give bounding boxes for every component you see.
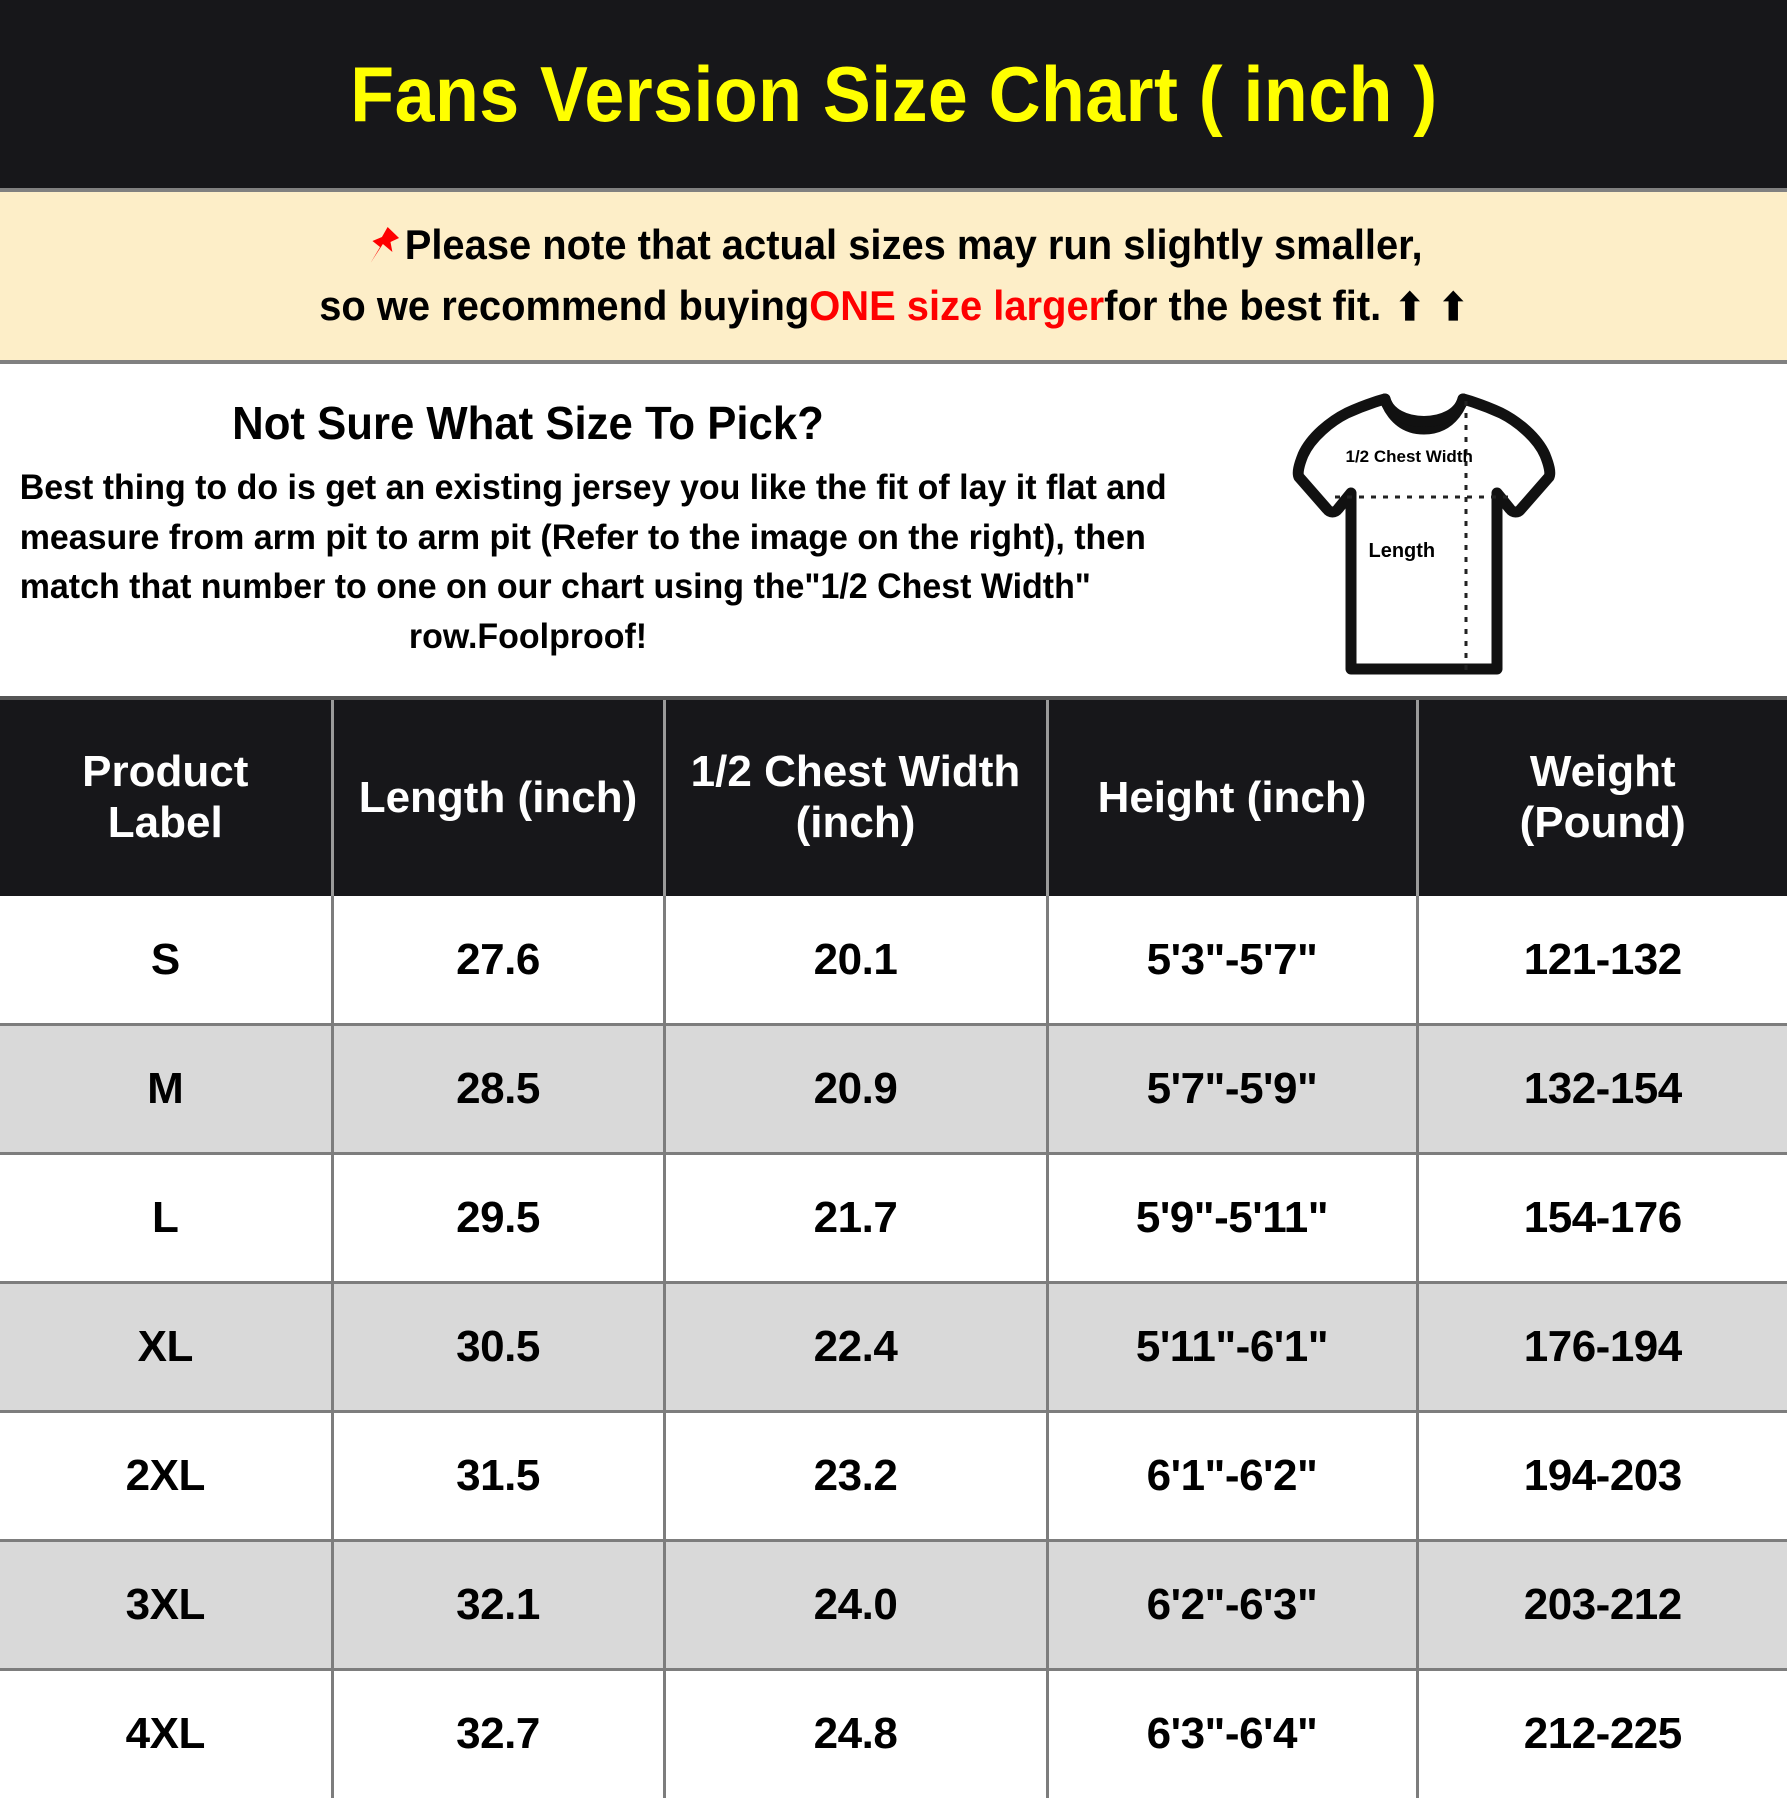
cell-weight: 121-132 xyxy=(1417,896,1787,1027)
cell-height: 6'3"-6'4" xyxy=(1047,1669,1419,1798)
help-body-line: measure from arm pit to arm pit (Refer t… xyxy=(19,517,1146,557)
cell-length: 31.5 xyxy=(332,1411,666,1542)
table-row: 3XL 32.1 24.0 6'2"-6'3" 203-212 xyxy=(0,1540,1787,1671)
cell-height: 5'9"-5'11" xyxy=(1047,1153,1419,1285)
table-header-row: Product Label Length (inch) 1/2 Chest Wi… xyxy=(0,700,1787,896)
column-header-weight: Weight (Pound) xyxy=(1417,700,1787,896)
cell-length: 29.5 xyxy=(332,1153,666,1285)
tshirt-icon xyxy=(1292,393,1555,675)
notice-emphasis: ONE size larger xyxy=(808,282,1104,329)
table-row: S 27.6 20.1 5'3"-5'7" 121-132 xyxy=(0,896,1787,1027)
help-section: Not Sure What Size To Pick? Best thing t… xyxy=(0,364,1787,700)
cell-product-label: XL xyxy=(0,1282,334,1413)
table-row: M 28.5 20.9 5'7"-5'9" 132-154 xyxy=(0,1024,1787,1156)
cell-product-label: 2XL xyxy=(0,1411,334,1542)
help-body-line: row.Foolproof! xyxy=(408,616,648,656)
table-header: Product Label Length (inch) 1/2 Chest Wi… xyxy=(0,700,1787,896)
table-row: 4XL 32.7 24.8 6'3"-6'4" 212-225 xyxy=(0,1669,1787,1798)
cell-weight: 176-194 xyxy=(1417,1282,1787,1413)
cell-weight: 194-203 xyxy=(1417,1411,1787,1542)
cell-length: 27.6 xyxy=(332,896,666,1027)
cell-height: 5'3"-5'7" xyxy=(1047,896,1419,1027)
cell-length: 28.5 xyxy=(332,1024,666,1156)
cell-chest-width: 24.0 xyxy=(664,1540,1049,1671)
column-header-chest-width: 1/2 Chest Width (inch) xyxy=(664,700,1049,896)
help-body-line: match that number to one on our chart us… xyxy=(19,567,1091,607)
arrow-up-icon-2: ⬆ xyxy=(1437,287,1469,329)
table-row: 2XL 31.5 23.2 6'1"-6'2" 194-203 xyxy=(0,1411,1787,1542)
page-title: Fans Version Size Chart ( inch ) xyxy=(349,50,1438,138)
help-heading: Not Sure What Size To Pick? xyxy=(232,397,824,450)
cell-chest-width: 23.2 xyxy=(664,1411,1049,1542)
cell-height: 6'2"-6'3" xyxy=(1047,1540,1419,1671)
notice-band: Please note that actual sizes may run sl… xyxy=(0,192,1787,364)
cell-height: 5'11"-6'1" xyxy=(1047,1282,1419,1413)
cell-product-label: 4XL xyxy=(0,1669,334,1798)
cell-chest-width: 21.7 xyxy=(664,1153,1049,1285)
table-row: L 29.5 21.7 5'9"-5'11" 154-176 xyxy=(0,1153,1787,1285)
shirt-diagram-column: 1/2 Chest Width Length xyxy=(1060,364,1787,696)
tshirt-diagram: 1/2 Chest Width Length xyxy=(1289,385,1559,675)
help-body-line: Best thing to do is get an existing jers… xyxy=(19,467,1167,507)
column-header-height: Height (inch) xyxy=(1047,700,1419,896)
cell-length: 32.7 xyxy=(332,1669,666,1798)
notice-text-2b: for the best fit. xyxy=(1103,282,1381,329)
size-chart-table: Product Label Length (inch) 1/2 Chest Wi… xyxy=(0,700,1787,1798)
cell-height: 5'7"-5'9" xyxy=(1047,1024,1419,1156)
cell-chest-width: 20.1 xyxy=(664,896,1049,1027)
table-row: XL 30.5 22.4 5'11"-6'1" 176-194 xyxy=(0,1282,1787,1413)
cell-weight: 132-154 xyxy=(1417,1024,1787,1156)
title-banner: Fans Version Size Chart ( inch ) xyxy=(0,0,1787,192)
cell-weight: 203-212 xyxy=(1417,1540,1787,1671)
cell-product-label: M xyxy=(0,1024,334,1156)
column-header-product-label: Product Label xyxy=(0,700,334,896)
cell-length: 30.5 xyxy=(332,1282,666,1413)
notice-text-1: Please note that actual sizes may run sl… xyxy=(404,221,1423,269)
cell-product-label: S xyxy=(0,896,334,1027)
cell-product-label: 3XL xyxy=(0,1540,334,1671)
notice-line-2: so we recommend buying ONE size larger f… xyxy=(319,276,1468,337)
cell-height: 6'1"-6'2" xyxy=(1047,1411,1419,1542)
length-label: Length xyxy=(1368,540,1436,562)
cell-length: 32.1 xyxy=(332,1540,666,1671)
cell-chest-width: 24.8 xyxy=(664,1669,1049,1798)
help-text-column: Not Sure What Size To Pick? Best thing t… xyxy=(0,397,1167,661)
column-header-length: Length (inch) xyxy=(332,700,666,896)
pushpin-icon xyxy=(365,225,401,265)
cell-chest-width: 20.9 xyxy=(664,1024,1049,1156)
notice-line-1: Please note that actual sizes may run sl… xyxy=(365,215,1423,276)
cell-product-label: L xyxy=(0,1153,334,1285)
table-body: S 27.6 20.1 5'3"-5'7" 121-132 M 28.5 20.9 5'7"-5… xyxy=(0,896,1787,1798)
chest-width-label: 1/2 Chest Width xyxy=(1345,447,1473,466)
cell-chest-width: 22.4 xyxy=(664,1282,1049,1413)
arrow-up-icon-1: ⬆ xyxy=(1394,287,1425,329)
notice-text-2a: so we recommend buying xyxy=(318,282,809,329)
cell-weight: 154-176 xyxy=(1417,1153,1787,1285)
cell-weight: 212-225 xyxy=(1417,1669,1787,1798)
